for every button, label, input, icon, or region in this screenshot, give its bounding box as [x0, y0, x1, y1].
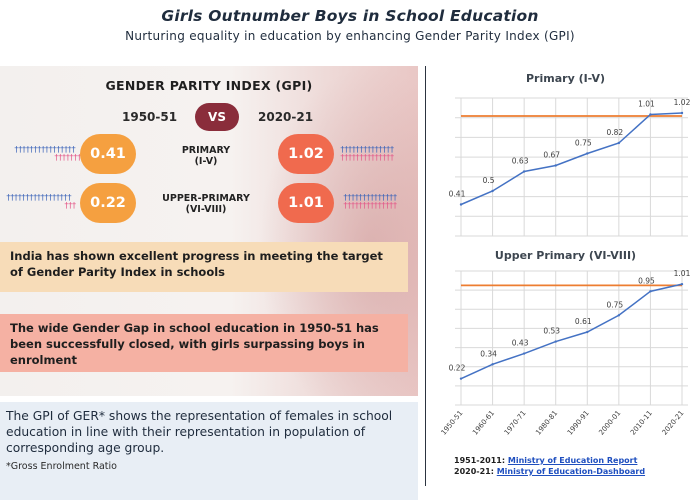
x-tick-label: 2000-01 [597, 409, 622, 437]
year-2021: 2020-21 [258, 110, 314, 124]
gridlines [455, 270, 688, 406]
sources: 1951-2011: Ministry of Education Report … [454, 455, 645, 477]
gender-gap-note: The wide Gender Gap in school education … [0, 314, 408, 372]
data-point [491, 363, 494, 366]
male-icons: †††††††††††††† [343, 193, 397, 202]
female-icons: ††† [64, 201, 76, 210]
data-label: 0.5 [483, 176, 495, 185]
data-label: 0.41 [449, 190, 466, 199]
upper-primary-gpi-2021: 1.01 [278, 183, 334, 223]
data-label: 1.01 [674, 269, 691, 278]
stage-name: UPPER-PRIMARY [162, 193, 250, 204]
ger-explanation-box: The GPI of GER* shows the representation… [0, 402, 418, 500]
x-tick-label: 1960-61 [471, 409, 496, 437]
chart-title: Primary (I-V) [526, 72, 605, 85]
data-point [459, 203, 463, 206]
ger-footnote: *Gross Enrolment Ratio [6, 461, 117, 472]
years-comparison: 1950-51 VS 2020-21 [0, 103, 418, 131]
data-label: 0.75 [607, 300, 624, 309]
data-point [522, 170, 526, 173]
page-title: Girls Outnumber Boys in School Education [161, 7, 539, 25]
data-point [554, 340, 557, 343]
primary-stage-label: PRIMARY (I-V) [141, 145, 271, 167]
data-label: 0.82 [607, 128, 624, 137]
data-point [680, 282, 684, 286]
data-point [586, 152, 589, 155]
x-tick-label: 1990-91 [566, 409, 591, 437]
vs-badge: VS [195, 103, 239, 131]
primary-chart: Primary (I-V) 0.41 0.5 0.63 0.67 0.75 0.82 1.0… [433, 70, 698, 240]
data-point [554, 164, 557, 167]
source-period: 1951-2011: [454, 456, 506, 465]
female-icons: †††††††††††††† [343, 201, 397, 210]
data-label: 0.43 [512, 339, 529, 348]
male-icons: ††††††††††††††††† [6, 193, 72, 202]
upper-primary-chart: Upper Primary (VI-VIII) 0.22 0.34 0.43 0.53… [433, 247, 698, 447]
people-icons-left-upper-primary: ††††††††††††††††† ††† [6, 193, 76, 210]
data-label: 0.75 [575, 139, 592, 148]
data-point [617, 141, 621, 145]
primary-gpi-1950: 0.41 [80, 134, 136, 174]
female-icons: †††††††††††††† [340, 153, 394, 162]
data-label: 0.53 [543, 327, 560, 336]
ministry-dashboard-link[interactable]: Ministry of Education-Dashboard [496, 467, 646, 476]
x-tick-label: 1950-51 [440, 409, 465, 437]
male-icons: †††††††††††††† [340, 145, 394, 154]
data-point [459, 377, 463, 380]
data-label: 0.61 [575, 317, 592, 326]
stage-grades: (I-V) [194, 156, 218, 167]
progress-note: India has shown excellent progress in me… [0, 242, 408, 292]
primary-gpi-2021: 1.02 [278, 134, 334, 174]
stage-name: PRIMARY [181, 145, 231, 156]
data-label: 0.22 [449, 364, 466, 373]
data-label: 0.67 [543, 151, 560, 160]
upper-primary-stage-label: UPPER-PRIMARY (VI-VIII) [141, 193, 271, 215]
vertical-divider [425, 66, 426, 486]
ministry-report-link[interactable]: Ministry of Education Report [507, 456, 638, 465]
header: Girls Outnumber Boys in School Education… [0, 0, 700, 60]
chart-title: Upper Primary (VI-VIII) [494, 249, 637, 262]
female-icons: ††††††† [54, 153, 82, 162]
primary-chart-svg: 0.41 0.5 0.63 0.67 0.75 0.82 1.01 1.02 [449, 97, 691, 237]
page-subtitle: Nurturing equality in education by enhan… [125, 29, 575, 43]
x-tick-label: 2020-21 [661, 409, 686, 437]
gpi-series-line [460, 283, 683, 380]
source-2020-21: 2020-21: Ministry of Education-Dashboard [454, 466, 645, 477]
source-1951-2011: 1951-2011: Ministry of Education Report [454, 455, 645, 466]
year-1950: 1950-51 [122, 110, 178, 124]
stage-grades: (VI-VIII) [185, 204, 227, 215]
people-icons-right-upper-primary: †††††††††††††† †††††††††††††† [343, 193, 397, 210]
data-point [491, 189, 494, 193]
data-point [522, 352, 526, 355]
data-label: 0.95 [638, 276, 655, 285]
data-label: 0.63 [512, 157, 529, 166]
x-tick-label: 2010-11 [629, 409, 654, 437]
gridlines [455, 97, 688, 237]
x-tick-label: 1970-71 [503, 409, 528, 437]
gpi-heading: GENDER PARITY INDEX (GPI) [105, 78, 313, 93]
data-point [586, 330, 589, 334]
x-tick-label: 1980-81 [534, 409, 559, 437]
ger-explanation-text: The GPI of GER* shows the representation… [6, 409, 393, 455]
data-label: 1.02 [674, 98, 691, 107]
data-point [649, 113, 652, 116]
people-icons-right-primary: †††††††††††††† †††††††††††††† [340, 145, 394, 162]
source-period: 2020-21: [454, 467, 494, 476]
gpi-series-line [460, 112, 683, 206]
male-icons: †††††††††††††††† [14, 145, 76, 154]
data-label: 1.01 [638, 100, 655, 109]
data-point [617, 314, 621, 317]
gpi-panel: GENDER PARITY INDEX (GPI) 1950-51 VS 202… [0, 66, 418, 500]
people-icons-left-primary: †††††††††††††††† ††††††† [14, 145, 82, 162]
upper-primary-gpi-1950: 0.22 [80, 183, 136, 223]
data-label: 0.34 [480, 349, 497, 358]
data-point [680, 111, 684, 115]
data-point [649, 290, 652, 293]
